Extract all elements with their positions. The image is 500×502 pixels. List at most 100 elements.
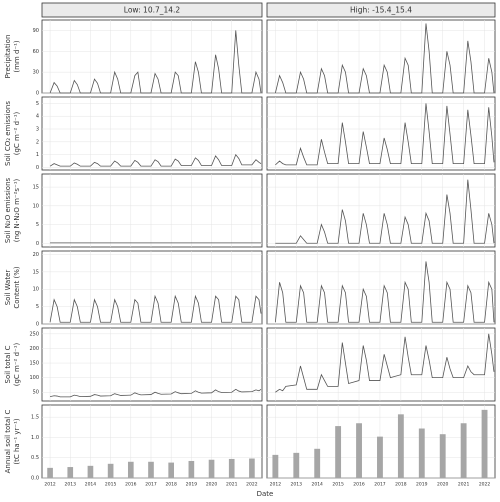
y-tick-label: 2 — [36, 139, 39, 145]
bar — [208, 459, 215, 478]
bar — [127, 461, 134, 478]
y-axis-label: Precipitation — [4, 35, 12, 79]
bar — [228, 458, 235, 478]
y-tick-label: 15 — [33, 185, 39, 191]
x-tick-label: 2019 — [186, 482, 198, 488]
bar — [481, 409, 488, 478]
x-tick-label: 2018 — [395, 482, 407, 488]
y-axis-label: Soil total C — [4, 345, 12, 383]
x-tick-label: 2020 — [206, 482, 218, 488]
y-axis-label: (ng N-N₂O m⁻²s⁻¹) — [13, 178, 21, 242]
data-line — [49, 388, 262, 398]
x-axis-label: Date — [257, 490, 274, 498]
x-tick-label: 2016 — [125, 482, 137, 488]
y-tick-label: 0 — [36, 241, 39, 247]
x-tick-label: 2015 — [332, 482, 344, 488]
bar — [188, 460, 195, 478]
x-tick-label: 2014 — [311, 482, 323, 488]
x-tick-label: 2017 — [374, 482, 386, 488]
y-axis-label: Content (%) — [13, 266, 21, 308]
data-line — [49, 294, 262, 323]
y-tick-label: 100 — [29, 375, 39, 381]
facet-label: High: -15.4_15.4 — [350, 6, 412, 15]
facet-strip — [41, 2, 263, 18]
bar — [168, 462, 174, 478]
data-line — [275, 179, 495, 244]
y-tick-label: 3 — [36, 127, 39, 133]
bar — [460, 423, 467, 478]
panel — [266, 327, 496, 402]
facet-strip — [266, 2, 496, 18]
bar — [397, 414, 404, 478]
bar — [356, 423, 362, 478]
y-tick-label: 5 — [36, 101, 39, 107]
y-tick-label: 50 — [33, 390, 39, 396]
data-line — [275, 103, 495, 166]
y-tick-label: 0 — [36, 91, 39, 97]
y-tick-label: 20 — [33, 252, 39, 258]
y-tick-label: 4 — [36, 114, 39, 120]
y-tick-label: 0.0 — [31, 476, 39, 482]
x-tick-label: 2019 — [416, 482, 428, 488]
bar — [148, 461, 154, 478]
y-tick-label: 150 — [29, 361, 39, 367]
y-tick-label: 250 — [29, 331, 39, 337]
y-tick-label: 1 — [36, 152, 39, 158]
x-tick-label: 2016 — [353, 482, 365, 488]
bar — [87, 465, 94, 478]
y-axis-label: (gC m⁻² d⁻¹) — [13, 342, 21, 386]
x-tick-label: 2021 — [226, 482, 238, 488]
x-tick-label: 2015 — [105, 482, 117, 488]
y-axis-label: (tC ha⁻¹ yr⁻¹) — [13, 418, 21, 465]
y-axis-label: (gC m⁻² d⁻¹) — [13, 111, 21, 155]
bar — [293, 452, 300, 478]
x-tick-label: 2017 — [145, 482, 157, 488]
data-line — [49, 153, 262, 167]
data-line — [275, 333, 495, 393]
panel — [41, 250, 263, 325]
bar — [47, 467, 53, 478]
x-tick-label: 2012 — [270, 482, 282, 488]
bar — [377, 436, 383, 478]
bar — [272, 454, 279, 478]
y-tick-label: 10 — [33, 287, 39, 293]
y-tick-label: 0.5 — [31, 455, 39, 461]
x-tick-label: 2013 — [291, 482, 303, 488]
x-tick-label: 2022 — [246, 482, 258, 488]
bar — [335, 426, 342, 478]
x-tick-label: 2013 — [65, 482, 77, 488]
y-tick-label: 5 — [36, 304, 39, 310]
y-tick-label: 0 — [36, 322, 39, 328]
y-tick-label: 200 — [29, 346, 39, 352]
data-line — [274, 23, 495, 94]
y-tick-label: 30 — [33, 70, 39, 76]
panel — [41, 96, 263, 171]
y-axis-label: Annual soil total C — [4, 410, 12, 474]
y-tick-label: 15 — [33, 269, 39, 275]
bar — [67, 467, 74, 478]
x-tick-label: 2012 — [44, 482, 56, 488]
bar — [418, 428, 425, 478]
y-axis-label: Soil N₂O emissions — [4, 178, 12, 244]
panel — [41, 173, 263, 248]
data-line — [274, 261, 495, 323]
y-tick-label: 90 — [33, 28, 39, 34]
y-tick-label: 60 — [33, 49, 39, 55]
y-axis-label: (mm d⁻¹) — [13, 40, 21, 73]
y-axis-label: Soil Water — [4, 270, 12, 306]
bar — [107, 463, 114, 478]
y-tick-label: 10 — [33, 203, 39, 209]
y-axis-label: Soil CO₂ emissions — [4, 101, 12, 166]
y-tick-label: 1.5 — [31, 415, 39, 421]
facet-label: Low: 10.7_14.2 — [124, 6, 181, 15]
data-line — [49, 30, 262, 94]
bar — [439, 434, 446, 478]
bar — [249, 458, 255, 478]
y-tick-label: 0 — [36, 165, 39, 171]
y-tick-label: 5 — [36, 222, 39, 228]
x-tick-label: 2021 — [458, 482, 470, 488]
panel — [266, 19, 496, 94]
y-tick-label: 1.0 — [31, 435, 39, 441]
x-tick-label: 2014 — [85, 482, 97, 488]
